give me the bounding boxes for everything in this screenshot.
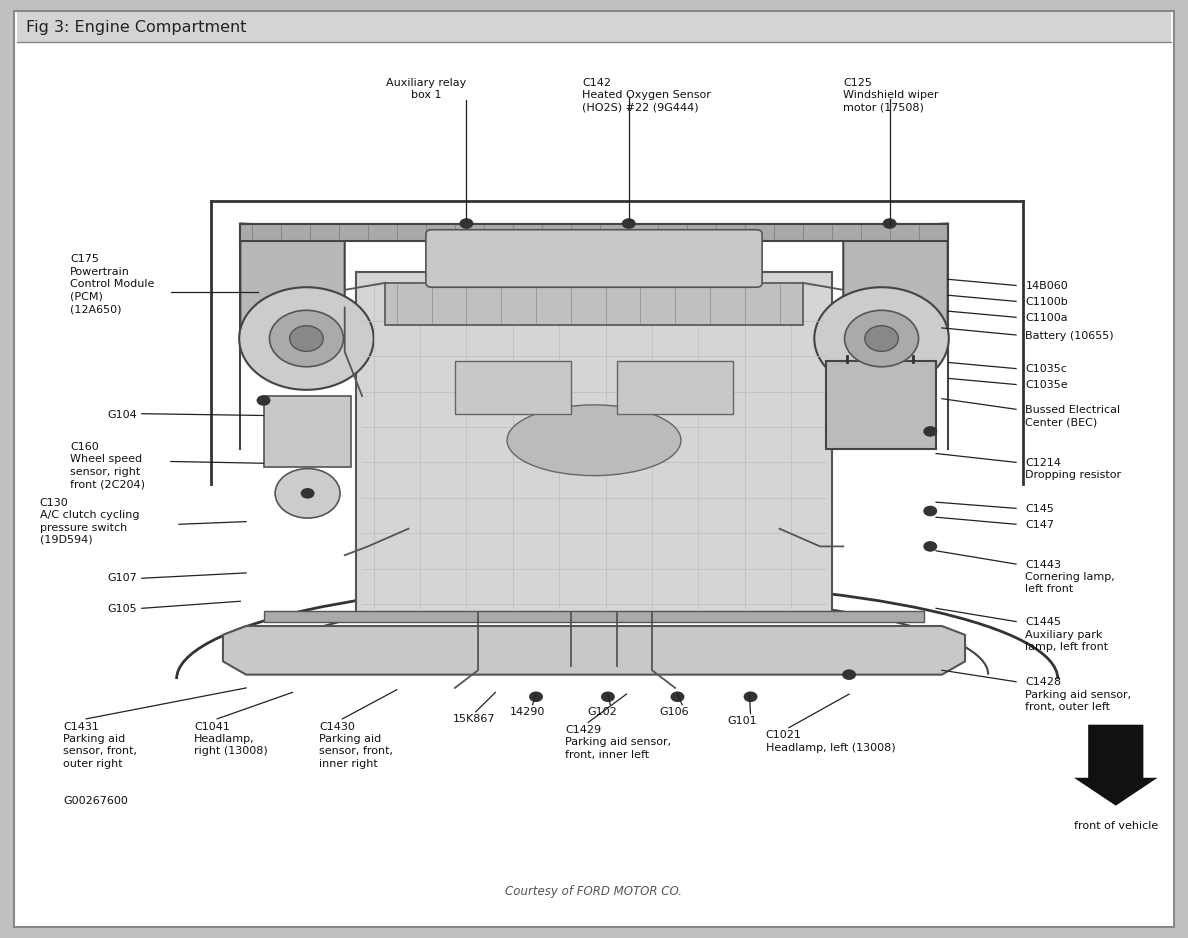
Circle shape	[529, 691, 543, 702]
Text: front of vehicle: front of vehicle	[1074, 821, 1158, 831]
Text: 14B060: 14B060	[1025, 281, 1068, 291]
Bar	[264, 396, 350, 467]
Text: G101: G101	[727, 717, 757, 726]
Bar	[455, 360, 570, 414]
Text: C1214
Dropping resistor: C1214 Dropping resistor	[1025, 458, 1121, 480]
Circle shape	[270, 310, 343, 367]
Text: C1041
Headlamp,
right (13008): C1041 Headlamp, right (13008)	[194, 721, 267, 756]
Circle shape	[883, 219, 897, 229]
Text: C145: C145	[1025, 504, 1054, 514]
Text: Auxiliary relay
box 1: Auxiliary relay box 1	[386, 78, 466, 100]
Text: C160
Wheel speed
sensor, right
front (2C204): C160 Wheel speed sensor, right front (2C…	[70, 442, 145, 490]
Polygon shape	[843, 223, 948, 378]
Bar	[618, 360, 733, 414]
Text: G00267600: G00267600	[63, 795, 128, 806]
Circle shape	[923, 426, 937, 437]
Text: C1035c: C1035c	[1025, 364, 1067, 374]
Text: G102: G102	[587, 707, 617, 718]
Circle shape	[460, 219, 473, 229]
Text: Fig 3: Engine Compartment: Fig 3: Engine Compartment	[26, 21, 247, 35]
Text: Bussed Electrical
Center (BEC): Bussed Electrical Center (BEC)	[1025, 405, 1120, 428]
Circle shape	[670, 691, 684, 702]
Polygon shape	[223, 626, 965, 674]
Text: C1429
Parking aid sensor,
front, inner left: C1429 Parking aid sensor, front, inner l…	[565, 725, 671, 760]
Circle shape	[276, 469, 340, 518]
Circle shape	[290, 325, 323, 352]
Circle shape	[621, 219, 636, 229]
Text: C1100b: C1100b	[1025, 297, 1068, 307]
Polygon shape	[1069, 723, 1162, 808]
Circle shape	[601, 691, 615, 702]
FancyBboxPatch shape	[425, 230, 763, 287]
Circle shape	[257, 395, 271, 406]
Text: 14290: 14290	[510, 707, 545, 718]
Text: G105: G105	[107, 604, 137, 613]
Circle shape	[239, 287, 374, 390]
Text: C1445
Auxiliary park
lamp, left front: C1445 Auxiliary park lamp, left front	[1025, 617, 1108, 652]
FancyBboxPatch shape	[356, 272, 832, 617]
Text: G107: G107	[107, 573, 137, 582]
Text: Courtesy of FORD MOTOR CO.: Courtesy of FORD MOTOR CO.	[506, 885, 682, 898]
Text: C1100a: C1100a	[1025, 313, 1068, 323]
Text: G104: G104	[107, 410, 137, 420]
Text: 15K867: 15K867	[453, 715, 495, 724]
Text: C175
Powertrain
Control Module
(PCM)
(12A650): C175 Powertrain Control Module (PCM) (12…	[70, 254, 154, 314]
FancyBboxPatch shape	[264, 611, 924, 622]
Text: C125
Windshield wiper
motor (17508): C125 Windshield wiper motor (17508)	[843, 78, 939, 113]
Text: C142
Heated Oxygen Sensor
(HO2S) #22 (9G444): C142 Heated Oxygen Sensor (HO2S) #22 (9G…	[582, 78, 712, 113]
Text: C1431
Parking aid
sensor, front,
outer right: C1431 Parking aid sensor, front, outer r…	[63, 721, 137, 769]
Circle shape	[842, 670, 857, 680]
Text: C1443
Cornering lamp,
left front: C1443 Cornering lamp, left front	[1025, 560, 1116, 595]
Bar	[385, 282, 803, 325]
Ellipse shape	[507, 405, 681, 476]
Text: C1021
Headlamp, left (13008): C1021 Headlamp, left (13008)	[765, 731, 896, 753]
Text: C1428
Parking aid sensor,
front, outer left: C1428 Parking aid sensor, front, outer l…	[1025, 677, 1131, 712]
Circle shape	[845, 310, 918, 367]
Text: C1035e: C1035e	[1025, 380, 1068, 390]
Text: C1430
Parking aid
sensor, front,
inner right: C1430 Parking aid sensor, front, inner r…	[320, 721, 393, 769]
Bar	[240, 223, 948, 241]
Circle shape	[865, 325, 898, 352]
Circle shape	[814, 287, 949, 390]
Bar	[826, 360, 936, 449]
Text: C130
A/C clutch cycling
pressure switch
(19D594): C130 A/C clutch cycling pressure switch …	[39, 498, 139, 545]
Text: G106: G106	[659, 707, 689, 718]
Circle shape	[744, 691, 758, 702]
Text: Battery (10655): Battery (10655)	[1025, 330, 1114, 340]
Circle shape	[301, 488, 315, 499]
Circle shape	[923, 541, 937, 552]
Text: C147: C147	[1025, 520, 1054, 530]
Polygon shape	[240, 223, 345, 378]
Circle shape	[923, 506, 937, 516]
